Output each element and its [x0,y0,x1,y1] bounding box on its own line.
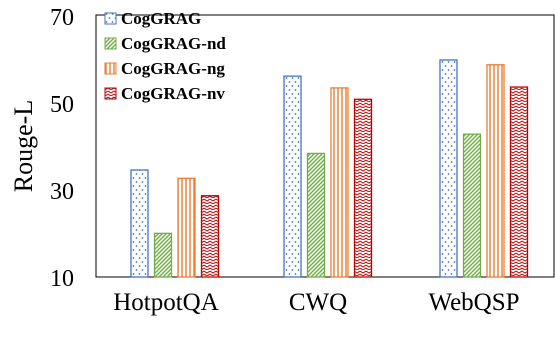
bar-coggrag-nv-hotpotqa [200,195,220,278]
bar-coggrag-hotpotqa [130,169,149,278]
bar-coggrag-ng-hotpotqa [177,177,196,278]
x-category-label: HotpotQA [113,289,219,316]
y-axis-title: Rouge-L [9,100,38,192]
bar-coggrag-nv-cwq [353,98,373,278]
legend-swatch-coggrag-ng [104,62,117,75]
y-tick-label: 50 [50,92,74,118]
bar-coggrag-nd-hotpotqa [153,232,173,278]
x-category-label: WebQSP [428,289,519,316]
legend-label: CogGRAG-nv [121,84,225,103]
bar-coggrag-nd-webqsp [462,133,482,278]
legend-swatch-coggrag-nd [104,37,117,50]
bars-group [130,59,529,278]
bar-coggrag-nd-cwq [306,152,326,278]
bar-coggrag-webqsp [439,59,458,278]
y-tick-label: 30 [50,179,74,205]
x-category-label: CWQ [289,289,347,316]
bar-coggrag-nv-webqsp [509,86,529,278]
legend-label: CogGRAG-ng [121,59,225,78]
legend-label: CogGRAG-nd [121,34,226,53]
legend-swatch-coggrag-nv [104,87,117,100]
bar-coggrag-cwq [283,75,302,278]
legend-swatch-coggrag [104,12,117,25]
y-tick-label: 70 [50,5,74,31]
legend-label: CogGRAG [121,9,201,28]
bar-coggrag-ng-cwq [330,87,349,278]
legend: CogGRAG CogGRAG-nd CogGRAG-ng CogGRAG-nv [104,9,226,103]
y-tick-label: 10 [50,266,74,292]
bar-coggrag-ng-webqsp [486,64,505,278]
